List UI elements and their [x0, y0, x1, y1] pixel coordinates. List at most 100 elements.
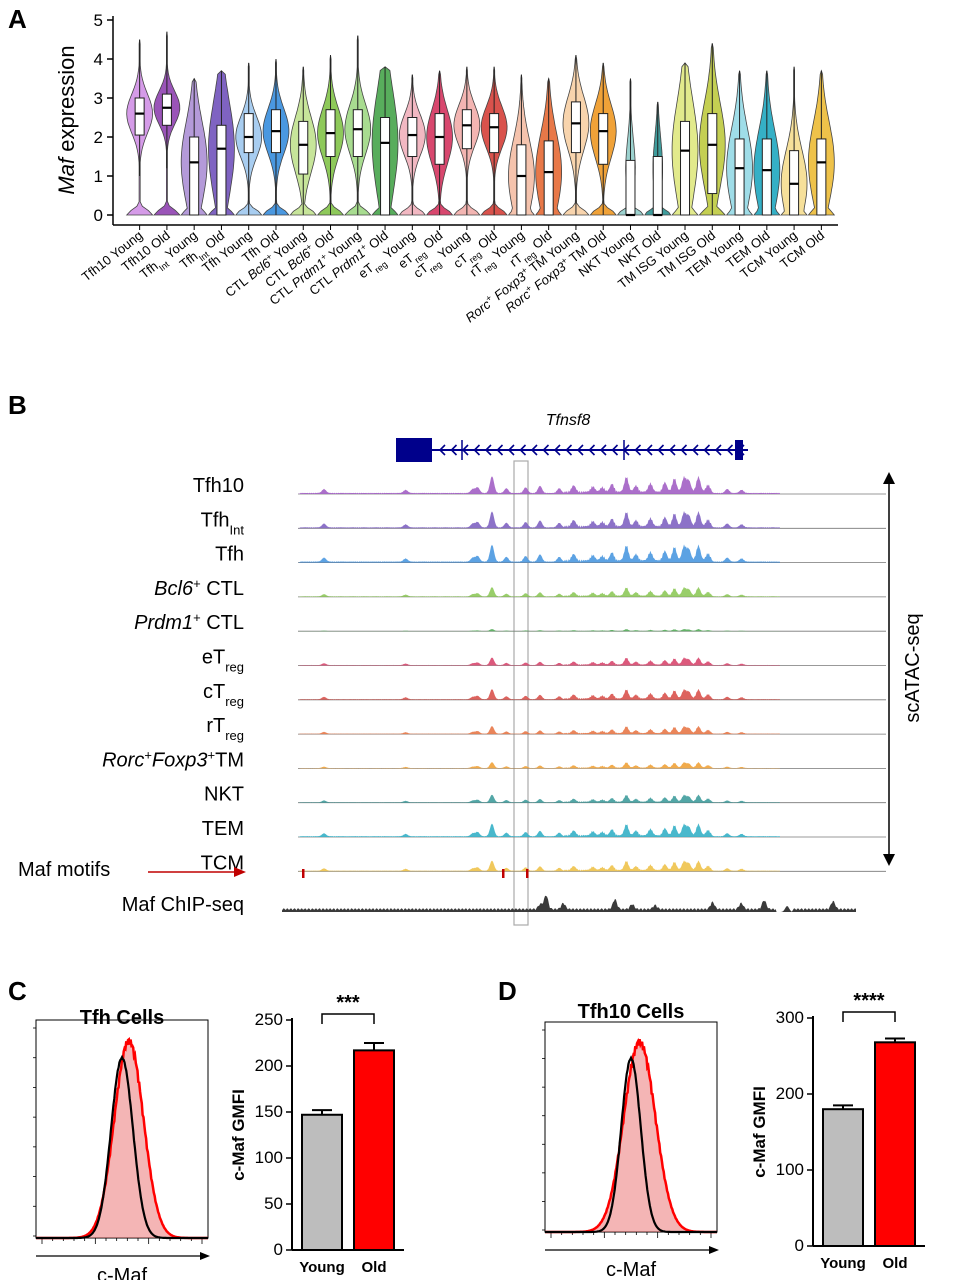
strand-arrow — [450, 444, 458, 456]
box-14 — [516, 144, 527, 216]
bar-y-tick-label: 200 — [255, 1056, 283, 1075]
track-signal-2 — [298, 544, 780, 563]
bar-young — [301, 1113, 343, 1252]
box-8 — [352, 109, 363, 157]
track-signal-3 — [298, 586, 780, 597]
tfh10-cells-panel: Tfh10 Cells c-Maf 0 100 200 300 c-Maf GMFI Youn… — [542, 990, 925, 1280]
hist-frame — [35, 1019, 209, 1239]
box-25 — [816, 138, 827, 216]
track-label-8: Rorc+Foxp3+TM — [102, 747, 244, 772]
gene-exon — [396, 438, 432, 462]
hist-arrow-head — [709, 1246, 719, 1254]
strand-arrow — [530, 444, 538, 456]
track-label-6: cTreg — [203, 681, 244, 709]
track-signal-7 — [298, 725, 780, 735]
old-histogram-fill — [36, 1039, 208, 1238]
box-17 — [598, 113, 609, 165]
arrow-head-down — [883, 854, 895, 866]
strand-arrow — [726, 444, 734, 456]
bar-y-tick-label: 50 — [264, 1194, 283, 1213]
box-2 — [189, 136, 200, 216]
strand-arrow — [484, 444, 492, 456]
panel-label-b: B — [8, 390, 27, 420]
track-label-0: Tfh10 — [193, 475, 244, 497]
strand-arrow — [691, 444, 699, 456]
maf-motif-mark — [302, 869, 305, 878]
track-signal-5 — [298, 657, 780, 666]
track-label-11: TCM — [201, 852, 244, 874]
track-signal-0 — [298, 475, 780, 494]
strand-arrow — [588, 444, 596, 456]
hist-x-label: c-Maf — [97, 1265, 147, 1280]
box-1 — [161, 93, 172, 126]
track-label-3: Bcl6+ CTL — [154, 575, 244, 600]
strand-arrow — [507, 444, 515, 456]
maf-motifs-label: Maf motifs — [18, 859, 110, 881]
hist-title: Tfh10 Cells — [578, 1001, 685, 1023]
track-label-4: Prdm1+ CTL — [134, 610, 244, 635]
scatac-label: scATAC-seq — [902, 613, 924, 722]
genome-track-panel: Tfnsf8 Tfh10 TfhInt Tfh Bcl6+ CTL Prdm1+ CTL e… — [18, 412, 924, 926]
track-label-10: TEM — [202, 818, 244, 840]
hist-x-label: c-Maf — [606, 1259, 656, 1280]
box-10 — [407, 117, 418, 157]
strand-arrow — [657, 444, 665, 456]
young-histogram-line — [36, 1054, 208, 1240]
box-13 — [489, 113, 500, 154]
box-4 — [243, 113, 254, 154]
strand-arrow — [611, 444, 619, 456]
hist-arrow-head — [200, 1252, 210, 1260]
strand-arrow — [496, 444, 504, 456]
panel-label-c: C — [8, 976, 27, 1006]
hist-title: Tfh Cells — [80, 1007, 164, 1029]
old-histogram-fill — [545, 1039, 717, 1232]
track-label-9: NKT — [204, 784, 244, 806]
track-label-5: eTreg — [202, 647, 244, 675]
bar-y-tick-label: 0 — [274, 1240, 283, 1259]
bar-old — [874, 1041, 916, 1247]
track-signal-9 — [298, 794, 780, 803]
track-signal-11 — [298, 860, 780, 872]
y-tick-label: 5 — [94, 11, 103, 30]
box-12 — [461, 109, 472, 150]
bar-y-tick-label: 300 — [776, 1008, 804, 1027]
maf-motif-mark — [502, 869, 505, 878]
y-tick-label: 2 — [94, 128, 103, 147]
strand-arrow — [438, 444, 446, 456]
box-3 — [216, 124, 227, 216]
chip-seq-signal — [282, 895, 856, 912]
box-0 — [134, 97, 145, 136]
strand-arrow — [668, 444, 676, 456]
box-21 — [707, 113, 718, 195]
bar-y-tick-label: 0 — [795, 1236, 804, 1255]
bar-x-label-young: Young — [299, 1259, 345, 1276]
bar-x-label-young: Young — [820, 1255, 866, 1272]
gene-name: Tfnsf8 — [546, 412, 591, 429]
hist-frame — [544, 1021, 718, 1233]
strand-arrow — [703, 444, 711, 456]
track-signal-6 — [298, 688, 780, 700]
y-axis-label: Maf expression — [54, 45, 79, 194]
track-signal-8 — [298, 762, 780, 769]
strand-arrow — [542, 444, 550, 456]
significance-bracket — [321, 1013, 375, 1024]
motif-arrow-head — [234, 867, 246, 877]
bar-y-tick-label: 200 — [776, 1084, 804, 1103]
bar-young — [822, 1108, 864, 1247]
strand-arrow — [645, 444, 653, 456]
panel-label-a: A — [8, 4, 27, 34]
box-9 — [380, 117, 391, 216]
bar-y-tick-label: 150 — [255, 1102, 283, 1121]
bar-x-label-old: Old — [883, 1255, 908, 1272]
track-label-2: Tfh — [215, 544, 244, 566]
significance-stars: **** — [853, 990, 884, 1012]
y-tick-label: 0 — [94, 206, 103, 225]
strand-arrow — [634, 444, 642, 456]
young-histogram-line — [545, 1055, 717, 1234]
bar-y-label: c-Maf GMFI — [229, 1089, 248, 1181]
strand-arrow — [461, 444, 469, 456]
track-signal-1 — [298, 511, 780, 529]
box-11 — [434, 113, 445, 165]
